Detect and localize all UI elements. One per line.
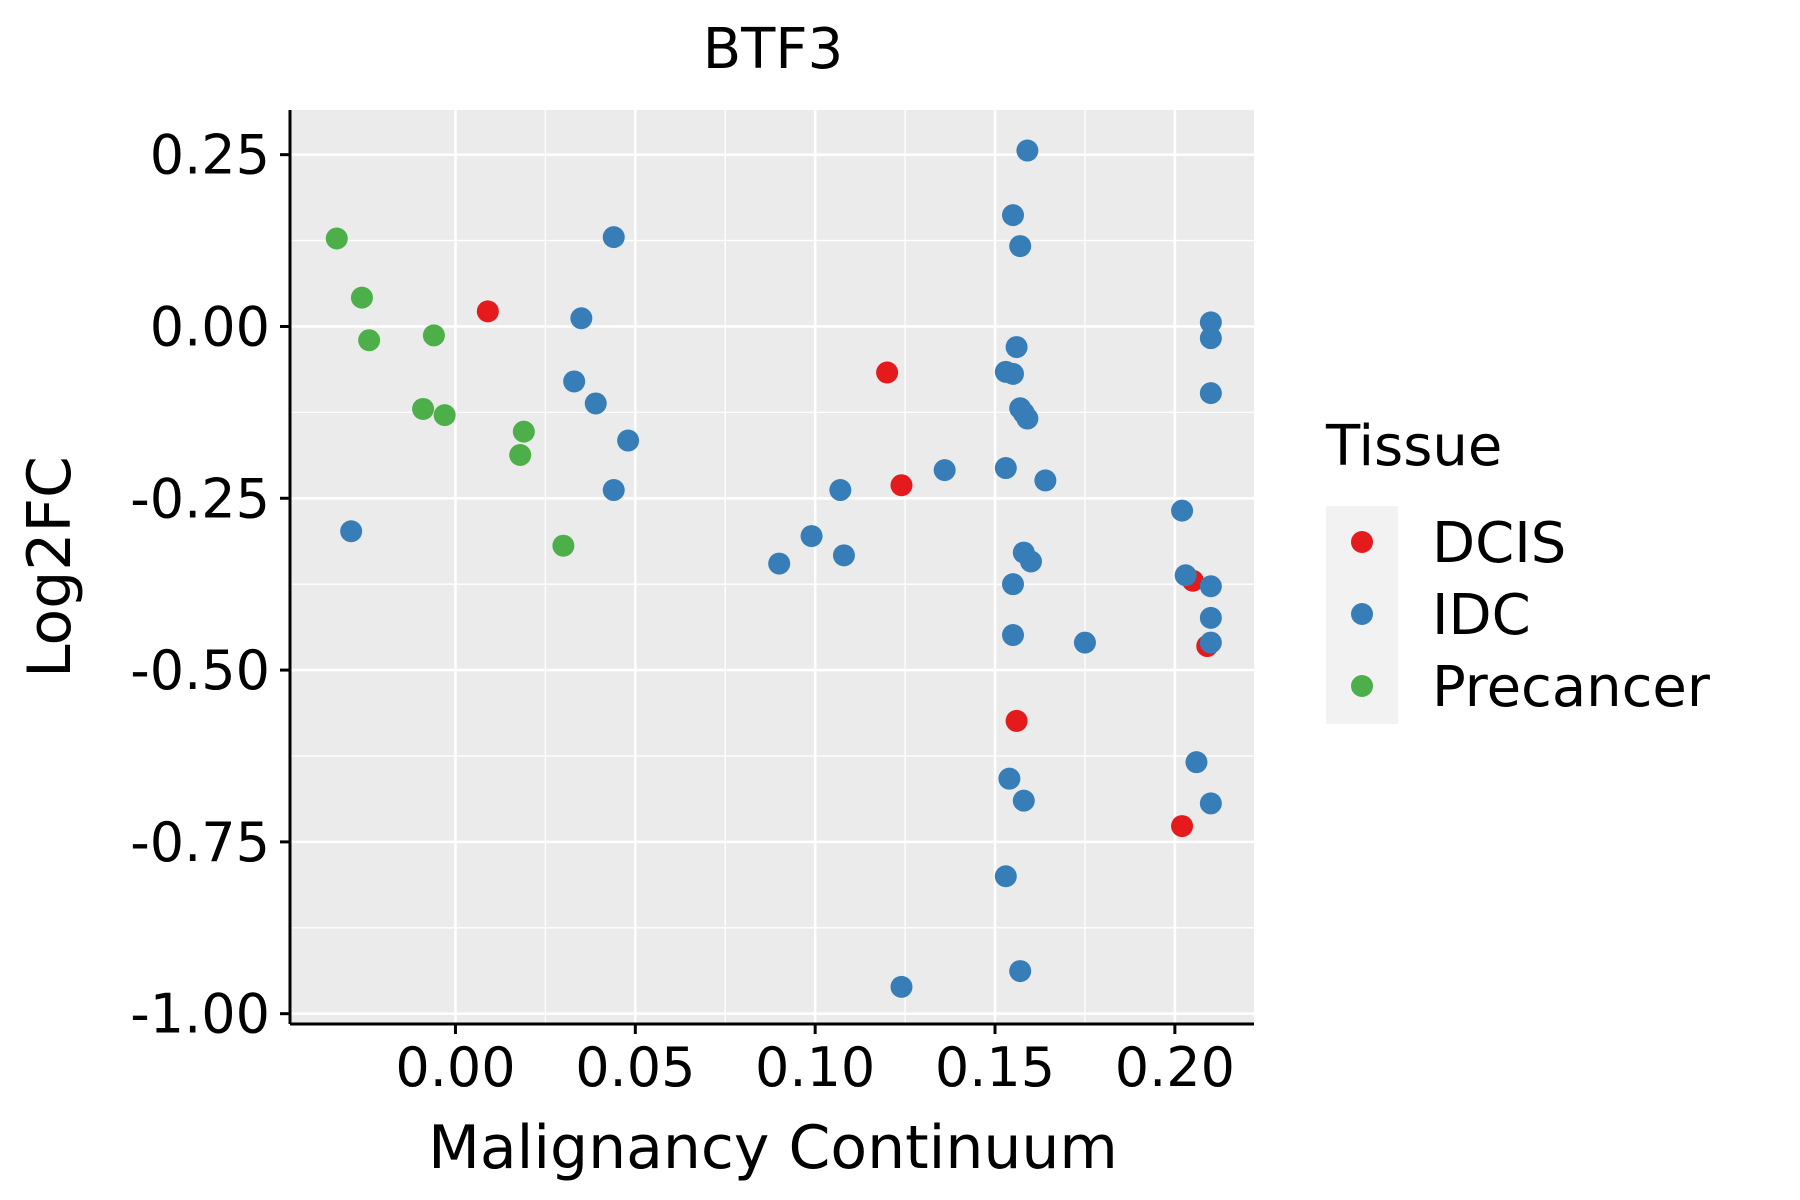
point-precancer <box>433 404 456 427</box>
point-idc <box>998 767 1021 790</box>
point-idc <box>933 459 956 482</box>
point-idc <box>1073 631 1096 654</box>
point-idc <box>1005 336 1028 359</box>
point-idc <box>1016 139 1039 162</box>
x-tick-label: 0.05 <box>575 1036 695 1099</box>
point-precancer <box>325 227 348 250</box>
point-idc <box>1199 606 1222 629</box>
point-idc <box>1002 573 1024 596</box>
point-idc <box>1034 469 1057 492</box>
legend-key-dcis <box>1351 531 1373 553</box>
data-points <box>325 139 1222 998</box>
x-axis-label: Malignancy Continuum <box>428 1113 1118 1183</box>
point-dcis <box>476 300 499 323</box>
legend-key-idc <box>1351 603 1373 625</box>
point-idc <box>1002 362 1024 385</box>
x-tick-label: 0.10 <box>755 1036 875 1099</box>
x-tick-label: 0.20 <box>1115 1036 1235 1099</box>
legend-label-precancer: Precancer <box>1432 655 1711 720</box>
point-precancer <box>552 534 575 557</box>
y-tick-label: 0.25 <box>150 124 270 187</box>
point-precancer <box>422 324 445 347</box>
point-idc <box>1002 204 1024 227</box>
point-idc <box>994 865 1017 888</box>
point-dcis <box>876 361 899 384</box>
legend-label-idc: IDC <box>1432 583 1531 648</box>
point-idc <box>1199 311 1222 334</box>
point-idc <box>1019 550 1042 573</box>
y-tick-label: -0.25 <box>130 467 270 530</box>
legend-label-dcis: DCIS <box>1432 511 1566 576</box>
point-dcis <box>890 474 913 497</box>
point-idc <box>617 429 640 452</box>
legend: Tissue DCIS IDC Precancer <box>1325 414 1711 724</box>
y-tick-label: -1.00 <box>130 983 270 1046</box>
point-idc <box>570 307 593 330</box>
point-precancer <box>412 397 435 420</box>
point-idc <box>1185 751 1208 774</box>
point-idc <box>1016 407 1039 430</box>
x-axis-ticks: 0.00 0.05 0.10 0.15 0.20 <box>395 1024 1235 1099</box>
point-idc <box>584 392 607 415</box>
point-idc <box>829 479 852 502</box>
point-idc <box>602 479 625 502</box>
point-idc <box>1012 789 1035 812</box>
point-dcis <box>1171 815 1194 838</box>
point-idc <box>1009 235 1032 258</box>
x-tick-label: 0.00 <box>395 1036 515 1099</box>
point-idc <box>1199 327 1222 350</box>
point-idc <box>1199 792 1222 815</box>
y-axis-label: Log2FC <box>15 456 85 678</box>
legend-key-precancer <box>1351 675 1373 697</box>
y-tick-label: -0.50 <box>130 639 270 702</box>
minor-gridlines <box>290 110 1254 1024</box>
point-idc <box>1199 575 1222 598</box>
point-precancer <box>358 329 381 352</box>
point-precancer <box>512 420 535 443</box>
point-idc <box>602 226 625 249</box>
major-gridlines <box>290 110 1254 1024</box>
chart-title: BTF3 <box>703 17 843 82</box>
x-tick-label: 0.15 <box>935 1036 1055 1099</box>
point-idc <box>800 525 823 548</box>
point-idc <box>994 457 1017 480</box>
y-axis-ticks: 0.25 0.00 -0.25 -0.50 -0.75 -1.00 <box>130 124 290 1046</box>
point-idc <box>890 975 913 998</box>
point-dcis <box>1005 709 1028 732</box>
point-idc <box>832 544 855 567</box>
point-idc <box>1009 960 1032 983</box>
point-idc <box>1174 564 1197 587</box>
point-idc <box>1199 382 1222 405</box>
point-precancer <box>350 286 373 309</box>
point-precancer <box>509 443 532 466</box>
point-idc <box>340 520 363 543</box>
y-tick-label: -0.75 <box>130 811 270 874</box>
point-idc <box>1171 499 1194 522</box>
legend-title: Tissue <box>1325 414 1502 479</box>
point-idc <box>563 370 586 393</box>
point-idc <box>1199 631 1222 654</box>
y-tick-label: 0.00 <box>150 295 270 358</box>
point-idc <box>768 552 791 575</box>
point-idc <box>1002 624 1024 647</box>
